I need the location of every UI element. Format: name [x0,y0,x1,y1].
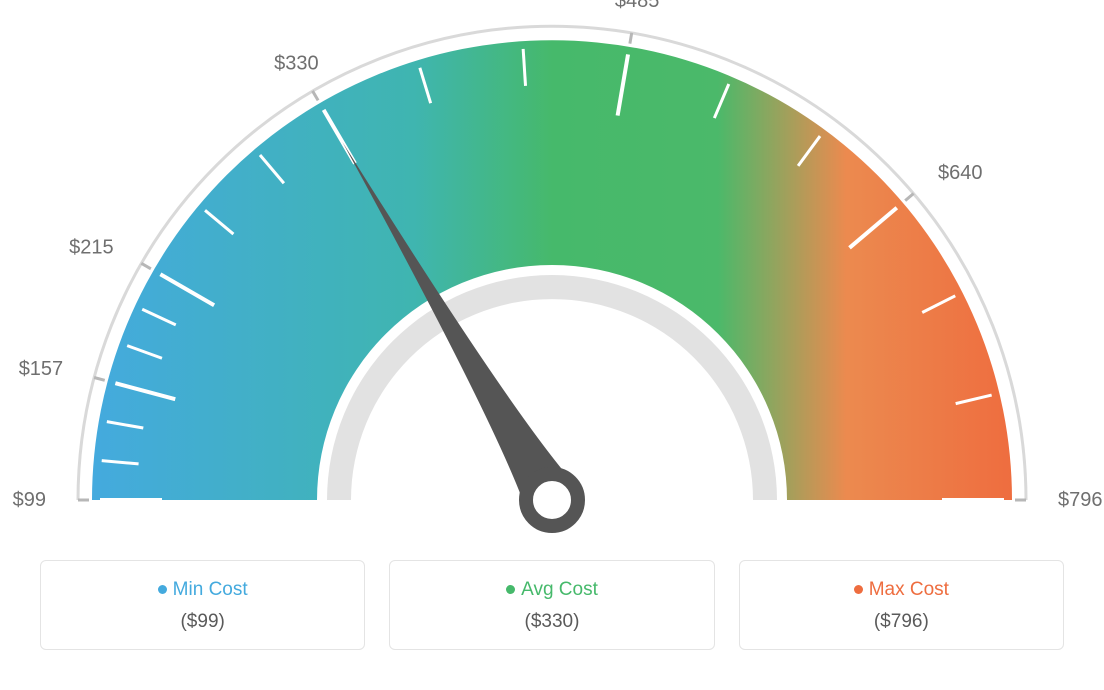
legend-dot-avg [506,585,515,594]
legend-card-avg: Avg Cost ($330) [389,560,714,650]
gauge-svg: $99 $157 $215 $330 $485 $640 $796 [0,0,1104,560]
legend-min-label: Min Cost [173,579,248,600]
legend-dot-min [158,585,167,594]
svg-text:$796: $796 [1058,489,1103,511]
legend-card-max: Max Cost ($796) [739,560,1064,650]
svg-text:$157: $157 [19,358,64,380]
gauge-chart: $99 $157 $215 $330 $485 $640 $796 [0,0,1104,560]
legend-dot-max [854,585,863,594]
svg-text:$215: $215 [69,236,114,258]
svg-text:$640: $640 [938,162,983,184]
legend-min-title: Min Cost [51,579,354,601]
legend-avg-value: ($330) [400,611,703,633]
legend-max-value: ($796) [750,611,1053,633]
svg-text:$485: $485 [615,0,660,12]
legend-max-label: Max Cost [869,579,949,600]
legend-avg-label: Avg Cost [521,579,598,600]
legend-min-value: ($99) [51,611,354,633]
legend-avg-title: Avg Cost [400,579,703,601]
legend-row: Min Cost ($99) Avg Cost ($330) Max Cost … [0,560,1104,650]
legend-max-title: Max Cost [750,579,1053,601]
svg-text:$330: $330 [274,52,319,74]
legend-card-min: Min Cost ($99) [40,560,365,650]
svg-text:$99: $99 [13,489,46,511]
